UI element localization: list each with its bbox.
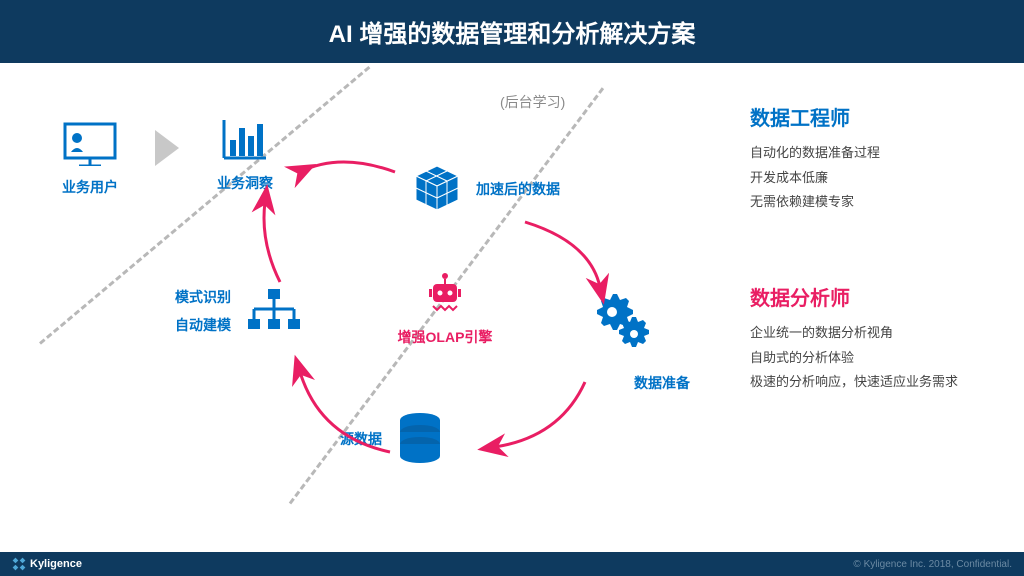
role-engineer: 数据工程师 自动化的数据准备过程 开发成本低廉 无需依赖建模专家: [750, 102, 1010, 215]
analyst-item-1: 自助式的分析体验: [750, 346, 1020, 371]
cycle-arrows: [0, 52, 720, 552]
footer-copyright: © Kyligence Inc. 2018, Confidential.: [853, 559, 1012, 570]
diagram-canvas: 业务用户 业务洞察 (后台学习) 增强OLAP引擎: [0, 52, 1024, 552]
brand-logo-icon: [12, 557, 26, 571]
engineer-item-2: 无需依赖建模专家: [750, 190, 1010, 215]
slide-title: AI 增强的数据管理和分析解决方案: [329, 21, 696, 48]
analyst-item-2: 极速的分析响应，快速适应业务需求: [750, 370, 1020, 395]
brand-text: Kyligence: [30, 558, 82, 570]
engineer-item-1: 开发成本低廉: [750, 166, 1010, 191]
engineer-title: 数据工程师: [750, 102, 1010, 131]
engineer-item-0: 自动化的数据准备过程: [750, 141, 1010, 166]
footer-brand: Kyligence: [12, 557, 82, 571]
role-analyst: 数据分析师 企业统一的数据分析视角 自助式的分析体验 极速的分析响应，快速适应业…: [750, 282, 1020, 395]
analyst-item-0: 企业统一的数据分析视角: [750, 321, 1020, 346]
slide-footer: Kyligence © Kyligence Inc. 2018, Confide…: [0, 552, 1024, 576]
analyst-title: 数据分析师: [750, 282, 1020, 311]
